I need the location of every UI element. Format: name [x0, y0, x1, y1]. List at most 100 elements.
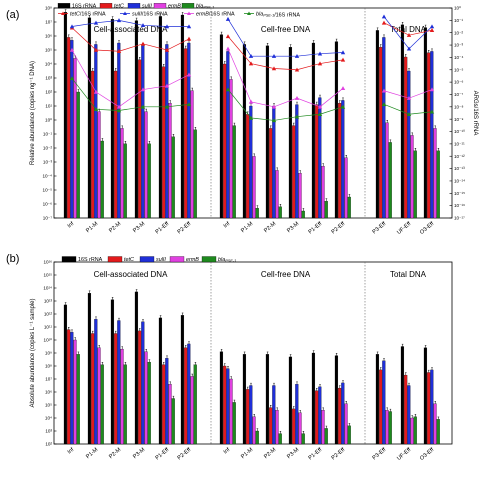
bar	[246, 114, 250, 219]
legend-swatch	[153, 3, 167, 9]
bar	[400, 346, 405, 445]
bar	[246, 389, 250, 445]
y-tick-label: 10⁻⁵	[43, 188, 53, 193]
bar	[436, 150, 440, 219]
y-tick-label: 10⁻⁶	[43, 202, 53, 207]
bar	[100, 364, 104, 445]
ratio-marker	[116, 108, 122, 113]
ratio-marker	[406, 32, 412, 37]
bar	[298, 173, 302, 219]
bar	[292, 408, 296, 445]
ratio-marker	[381, 88, 387, 93]
y-tick-label: 10⁴	[45, 416, 52, 421]
bar	[223, 63, 227, 219]
bar	[73, 339, 77, 445]
bar	[278, 206, 282, 219]
y2-axis-label: ARGs/16S rRNA	[472, 91, 478, 136]
y-axis-label: Relative abundance (copies ng⁻¹ DNA)	[30, 61, 36, 165]
y-tick-label: 10⁰	[45, 118, 52, 123]
bar	[114, 333, 118, 445]
bar	[249, 385, 253, 445]
bar	[134, 291, 139, 445]
ratio-marker	[271, 53, 277, 58]
bar	[162, 66, 166, 219]
bar	[187, 42, 191, 219]
y2-tick-label: 10⁰	[454, 6, 461, 11]
ratio-marker	[225, 16, 231, 21]
legend-marker	[123, 11, 127, 15]
y-tick-label: 10¹²	[44, 312, 53, 317]
bar	[180, 315, 185, 445]
bar	[252, 156, 256, 219]
ratio-marker	[186, 36, 192, 41]
bar	[97, 347, 101, 445]
bar	[229, 79, 233, 219]
y2-tick-label: 10⁻⁵	[454, 67, 464, 72]
ratio-marker	[186, 72, 192, 77]
y-tick-label: 10¹⁴	[43, 286, 52, 291]
bar	[100, 140, 104, 219]
ratio-marker	[93, 107, 99, 112]
legend-label: 16S rRNA	[72, 4, 97, 10]
bar	[94, 44, 98, 219]
ratio-marker	[429, 28, 435, 32]
y-tick-label: 10²	[45, 442, 52, 447]
group-label: Cell-free DNA	[261, 270, 311, 279]
bar	[94, 319, 98, 445]
y-tick-label: 10³	[45, 429, 52, 434]
ratio-marker	[429, 109, 435, 114]
ratio-marker	[294, 114, 300, 119]
bar	[147, 143, 151, 219]
ratio-marker	[140, 41, 146, 46]
bar	[375, 30, 380, 219]
ratio-line	[71, 27, 190, 52]
legend-marker	[61, 11, 65, 15]
y2-tick-label: 10⁻²	[454, 30, 464, 35]
bar	[347, 425, 351, 445]
ratio-marker	[164, 47, 170, 52]
ratio-line	[71, 19, 189, 27]
ratio-marker	[271, 104, 277, 109]
bar	[226, 368, 230, 445]
ratio-marker	[140, 87, 146, 92]
legend-swatch	[127, 3, 141, 9]
ratio-marker	[317, 61, 323, 66]
y2-tick-label: 10⁻³	[454, 43, 464, 48]
bar	[114, 70, 118, 219]
bar	[404, 56, 408, 219]
bar	[120, 128, 124, 219]
ratio-marker	[186, 24, 192, 29]
ratio-marker	[164, 104, 170, 109]
y-tick-label: 10⁸	[45, 364, 52, 369]
bar	[91, 70, 95, 219]
bar	[324, 428, 328, 445]
bar	[298, 412, 302, 445]
bar	[67, 37, 71, 219]
bar	[382, 360, 386, 445]
legend-swatch	[61, 256, 77, 263]
category-label: Inf	[223, 447, 232, 456]
y-tick-label: 10⁶	[45, 34, 52, 39]
bar	[410, 135, 414, 219]
legend-label: blaPSE-1/16S rRNA	[256, 12, 300, 19]
y2-tick-label: 10⁻⁸	[454, 104, 464, 109]
bar	[168, 103, 172, 219]
bar	[275, 170, 279, 219]
bar	[407, 385, 411, 445]
bar	[315, 104, 319, 219]
legend-label: blaPSE-1	[196, 4, 214, 10]
y-tick-label: 10⁸	[45, 6, 52, 11]
y-tick-label: 10¹⁰	[44, 338, 53, 343]
bar	[341, 100, 345, 219]
bar	[165, 358, 169, 445]
legend-label: tetC/16S rRNA	[70, 12, 106, 18]
y-tick-label: 10¹⁵	[43, 273, 52, 278]
bar	[423, 27, 428, 219]
bar	[144, 351, 148, 445]
ratio-marker	[116, 49, 122, 53]
ratio-marker	[317, 51, 323, 56]
bar	[388, 411, 392, 445]
bar	[249, 105, 253, 219]
category-label: Inf	[67, 221, 76, 230]
